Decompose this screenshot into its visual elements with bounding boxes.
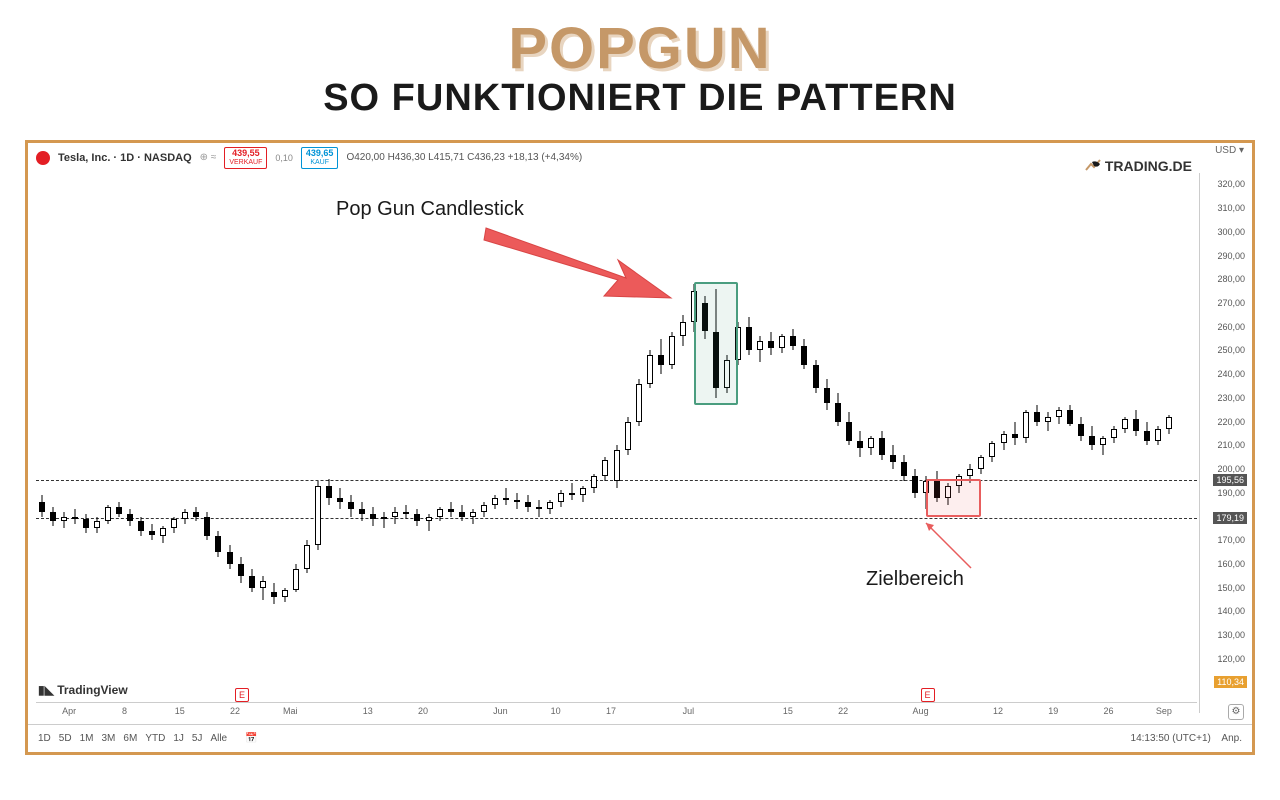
settings-icon[interactable]: ⚙ — [1228, 704, 1244, 720]
earnings-icon[interactable]: E — [235, 688, 249, 702]
x-axis: Apr81522Mai1320Jun1017Jul1522Aug121926Se… — [36, 702, 1197, 722]
ohlc-text: O420,00 H436,30 L415,71 C436,23 +18,13 (… — [346, 152, 582, 163]
price-badge: 179,19 — [1213, 512, 1247, 524]
timeframe-1M[interactable]: 1M — [80, 733, 94, 744]
buy-box[interactable]: 439,65KAUF — [301, 147, 339, 169]
timeframe-1D[interactable]: 1D — [38, 733, 51, 744]
timeframe-3M[interactable]: 3M — [102, 733, 116, 744]
calendar-icon[interactable]: 📅 — [245, 733, 257, 744]
timeframe-YTD[interactable]: YTD — [145, 733, 165, 744]
popgun-arrow-icon — [476, 218, 676, 308]
timeframe-6M[interactable]: 6M — [123, 733, 137, 744]
ziel-arrow-icon — [916, 513, 986, 573]
currency-label[interactable]: USD ▾ — [1215, 145, 1244, 156]
timeframe-1J[interactable]: 1J — [173, 733, 184, 744]
chart-body[interactable]: 120,00130,00140,00150,00160,00170,00180,… — [36, 173, 1197, 713]
y-axis: 120,00130,00140,00150,00160,00170,00180,… — [1199, 173, 1247, 713]
sub-title: SO FUNKTIONIERT DIE PATTERN — [0, 77, 1280, 120]
ticker-icon — [36, 151, 50, 165]
tradingview-logo: ▮◣ TradingView — [38, 683, 128, 697]
spread: 0,10 — [275, 153, 293, 163]
timeframe-5D[interactable]: 5D — [59, 733, 72, 744]
timeframe-5J[interactable]: 5J — [192, 733, 203, 744]
earnings-icon[interactable]: E — [921, 688, 935, 702]
bottom-toolbar: 1D 5D 1M 3M 6M YTD 1J 5J Alle 📅 14:13:50 (UTC+1)… — [28, 724, 1252, 752]
price-badge: 195,56 — [1213, 474, 1247, 486]
red-highlight — [926, 479, 981, 517]
price-badge: 110,34 — [1214, 676, 1247, 688]
timestamp: 14:13:50 (UTC+1) — [1131, 733, 1211, 744]
chart-frame: Tesla, Inc. · 1D · NASDAQ ⊕ ≈ 439,55VERK… — [25, 140, 1255, 755]
green-highlight — [694, 282, 738, 405]
ticker-info[interactable]: Tesla, Inc. · 1D · NASDAQ — [58, 152, 192, 164]
timeframe-Alle[interactable]: Alle — [210, 733, 227, 744]
anp-button[interactable]: Anp. — [1221, 733, 1242, 744]
chart-header: Tesla, Inc. · 1D · NASDAQ ⊕ ≈ 439,55VERK… — [28, 143, 1252, 173]
sell-box[interactable]: 439,55VERKAUF — [224, 147, 267, 169]
main-title: POPGUN — [0, 15, 1280, 82]
